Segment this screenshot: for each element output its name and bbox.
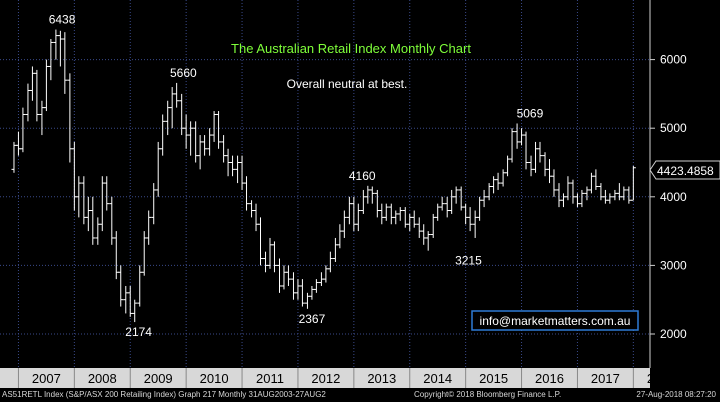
ohlc-bar	[118, 265, 124, 307]
ohlc-bar	[369, 186, 375, 204]
x-tick-label: 2012	[311, 371, 340, 386]
ohlc-bar	[188, 121, 194, 156]
ohlc-bar	[34, 69, 40, 122]
ohlc-bar	[383, 203, 389, 221]
x-tick-label: 2011	[256, 371, 284, 386]
ohlc-bar	[341, 210, 347, 238]
ohlc-bar	[495, 172, 501, 190]
ohlc-bar	[551, 169, 557, 197]
ohlc-bar	[216, 111, 222, 149]
y-tick-label: 2000	[660, 327, 687, 341]
chart-title: The Australian Retail Index Monthly Char…	[231, 41, 471, 56]
x-axis-labels: 2007 2008 2009 2010 2011 2012 2013 2014 2015 2016…	[17, 368, 676, 388]
ohlc-bar	[355, 203, 361, 232]
x-tick-label: 2015	[479, 371, 508, 386]
ohlc-bar	[439, 196, 445, 211]
x-tick-label: 2007	[32, 371, 61, 386]
y-tick-label: 3000	[660, 258, 687, 272]
ohlc-bar	[630, 165, 636, 201]
footer-copyright: Copyright© 2018 Bloomberg Finance L.P.	[414, 390, 562, 399]
x-tick-label: 2018	[647, 371, 676, 386]
y-tick-label: 4000	[660, 190, 687, 204]
ohlc-bar	[397, 207, 403, 221]
ohlc-bar	[481, 189, 487, 208]
x-tick-label: 2013	[367, 371, 396, 386]
y-tick-label: 6000	[660, 53, 687, 67]
annotation-label: 3215	[455, 254, 482, 268]
ohlc-bar	[327, 251, 333, 273]
footer-timestamp: 27-Aug-2018 08:27:20	[636, 390, 716, 399]
x-tick-label: 2009	[144, 371, 173, 386]
ohlc-bar	[453, 186, 459, 204]
ohlc-bar	[467, 207, 473, 232]
ohlc-bar	[104, 176, 110, 211]
ohlc-bar	[509, 128, 515, 163]
watermark-box	[471, 310, 639, 331]
ohlc-chart: 2000 3000 4000 5000 6000 4423.4858 6438 2174 5…	[0, 0, 720, 388]
ohlc-bar	[146, 210, 152, 245]
ohlc-bar	[299, 279, 305, 307]
ohlc-bar	[579, 189, 585, 208]
ohlc-bar	[425, 231, 431, 251]
chart-subtitle: Overall neutral at best.	[287, 77, 408, 91]
price-bars	[11, 29, 636, 323]
ohlc-bar	[174, 82, 180, 108]
footer-left: AS51RETL Index (S&P/ASX 200 Retailing In…	[2, 390, 326, 399]
ohlc-bar	[285, 265, 291, 286]
x-tick-label: 2016	[535, 371, 564, 386]
ohlc-bar	[313, 279, 319, 293]
annotation-label: 5069	[517, 106, 544, 120]
watermark-text: info@marketmatters.com.au	[480, 314, 631, 328]
y-tick-label: 5000	[660, 121, 687, 135]
annotation-label: 6438	[49, 13, 76, 27]
x-axis-band	[0, 368, 650, 388]
x-tick-label: 2017	[591, 371, 620, 386]
ohlc-bar	[62, 32, 68, 94]
y-axis-ticks: 2000 3000 4000 5000 6000	[650, 53, 687, 341]
x-tick-label: 2014	[423, 371, 452, 386]
ohlc-bar	[48, 39, 54, 81]
annotations: 6438 2174 5660 2367 4160 3215 5069	[49, 13, 544, 340]
ohlc-bar	[537, 141, 543, 163]
ohlc-bar	[607, 193, 613, 204]
ohlc-bar	[90, 196, 96, 245]
ohlc-bar	[593, 169, 599, 190]
last-price-box	[649, 160, 720, 180]
annotation-label: 2367	[299, 312, 326, 326]
ohlc-bar	[565, 176, 571, 201]
last-price-marker: 4423.4858	[649, 160, 720, 180]
ohlc-bar	[411, 210, 417, 228]
x-tick-label: 2008	[88, 371, 117, 386]
x-tick-label: 2010	[200, 371, 229, 386]
ohlc-bar	[76, 176, 82, 218]
ohlc-bar	[244, 176, 250, 211]
last-price-label: 4423.4858	[657, 164, 714, 178]
ohlc-bar	[230, 155, 236, 177]
footer-bar: AS51RETL Index (S&P/ASX 200 Retailing In…	[0, 388, 720, 402]
annotation-label: 2174	[125, 325, 152, 339]
ohlc-bar	[271, 241, 277, 273]
ohlc-bar	[621, 186, 627, 201]
ohlc-bar	[132, 299, 138, 323]
ohlc-bar	[20, 107, 26, 153]
ohlc-bar	[523, 131, 529, 170]
ohlc-bar	[202, 135, 208, 156]
annotation-label: 4160	[349, 169, 376, 183]
annotation-label: 5660	[170, 66, 197, 80]
ohlc-bar	[257, 217, 263, 266]
watermark: info@marketmatters.com.au	[471, 310, 639, 331]
ohlc-bar	[160, 114, 166, 156]
